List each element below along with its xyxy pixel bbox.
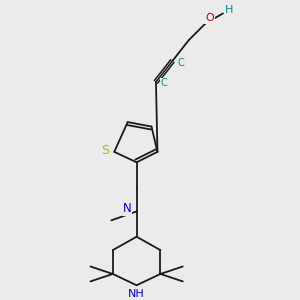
Text: N: N bbox=[123, 202, 131, 215]
Text: S: S bbox=[101, 144, 109, 157]
Text: C: C bbox=[177, 58, 184, 68]
Text: O: O bbox=[205, 13, 214, 23]
Text: C: C bbox=[161, 78, 168, 88]
Text: NH: NH bbox=[128, 289, 145, 299]
Text: H: H bbox=[225, 5, 233, 15]
